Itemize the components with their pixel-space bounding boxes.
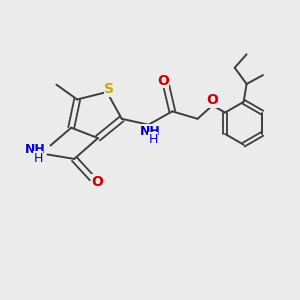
- Text: O: O: [157, 74, 169, 88]
- Text: O: O: [92, 175, 103, 189]
- Text: NH: NH: [25, 142, 45, 156]
- Text: H: H: [33, 152, 43, 164]
- Text: NH: NH: [140, 125, 161, 138]
- Text: H: H: [148, 133, 158, 146]
- Text: S: S: [104, 82, 114, 96]
- Text: O: O: [206, 93, 218, 107]
